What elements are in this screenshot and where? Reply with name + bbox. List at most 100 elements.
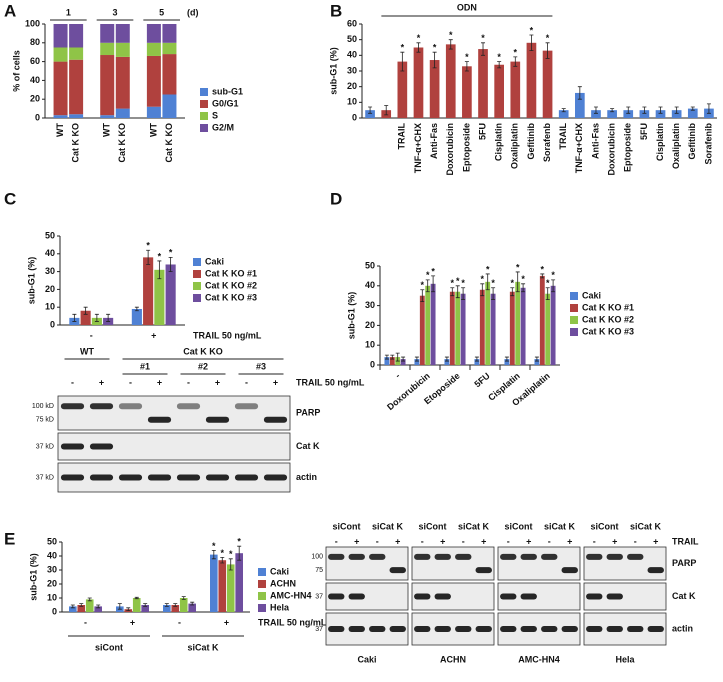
- bar-segment: [115, 24, 130, 43]
- group-label: 3: [112, 7, 117, 17]
- blot-header: WT: [80, 346, 94, 356]
- bar: [414, 359, 420, 365]
- error-bar: [368, 106, 373, 114]
- bar-segment: [162, 24, 177, 43]
- y-axis-label: sub-G1 (%): [28, 553, 38, 601]
- lane-label: -: [548, 536, 551, 546]
- blot-band: [500, 553, 517, 560]
- blot-band: [561, 567, 578, 574]
- blot-band: [627, 553, 644, 560]
- x-tick-label: WT: [102, 123, 112, 137]
- y-tick-label: 60: [30, 56, 40, 66]
- significance-mark: *: [530, 25, 534, 35]
- bar-segment: [53, 47, 68, 62]
- y-tick-label: 50: [45, 230, 55, 240]
- bar: [639, 110, 650, 118]
- error-bar: [610, 108, 615, 113]
- blot-band: [455, 626, 472, 632]
- blot-panel: [57, 395, 291, 431]
- lane-label: +: [612, 536, 617, 546]
- bar: [165, 264, 176, 325]
- bar: [80, 310, 91, 325]
- error-bar: [515, 271, 520, 293]
- legend-swatch: [570, 304, 578, 312]
- significance-mark: *: [449, 30, 453, 40]
- bar: [591, 110, 601, 118]
- lane-label: -: [376, 536, 379, 546]
- blot-band: [414, 593, 431, 600]
- bar: [77, 605, 86, 612]
- x-tick-label: TRAIL: [558, 123, 568, 150]
- marker-label: 37: [315, 593, 323, 600]
- cell-line-label: Hela: [615, 654, 635, 664]
- x-tick-label: -: [84, 617, 87, 627]
- bar: [430, 283, 436, 365]
- significance-mark: *: [229, 549, 233, 559]
- bar: [365, 110, 375, 118]
- error-bar: [70, 604, 75, 609]
- marker-label: 100 kD: [32, 403, 54, 410]
- bar: [510, 61, 521, 118]
- bar-segment: [115, 108, 130, 118]
- x-tick-label: Doxorubicin: [385, 371, 432, 412]
- error-bar: [211, 550, 216, 560]
- lane-label: -: [593, 536, 596, 546]
- x-tick-label: Eptoposide: [623, 123, 633, 172]
- y-tick-label: 20: [45, 284, 55, 294]
- legend-label: Hela: [270, 602, 290, 612]
- error-bar: [425, 279, 430, 293]
- marker-label: 75 kD: [36, 417, 54, 424]
- bar: [687, 108, 698, 118]
- row-label: Cat K: [296, 441, 320, 451]
- y-tick-label: 40: [365, 280, 375, 290]
- blot-band: [520, 593, 537, 600]
- blot-band: [369, 626, 386, 632]
- y-tick-label: 40: [47, 550, 57, 560]
- error-bar: [168, 256, 173, 272]
- error-bar: [513, 56, 518, 67]
- bar-segment: [162, 42, 177, 55]
- clone-label: #1: [140, 361, 150, 371]
- x-axis-label: TRAIL 50 ng/mL: [193, 330, 262, 340]
- condition-label: siCat K: [372, 521, 404, 531]
- error-bar: [690, 106, 695, 111]
- error-bar: [534, 356, 539, 362]
- treatment-label: TRAIL: [672, 536, 699, 546]
- blot-band: [586, 593, 603, 600]
- legend-label: Cat K KO #3: [582, 326, 634, 336]
- significance-mark: *: [546, 278, 550, 288]
- error-bar: [593, 106, 598, 114]
- bar: [623, 110, 634, 118]
- lane-label: +: [567, 536, 572, 546]
- bar: [143, 257, 154, 325]
- blot-band: [263, 416, 288, 423]
- significance-mark: *: [511, 278, 515, 288]
- blot-band: [541, 626, 558, 632]
- lane-label: +: [157, 377, 162, 387]
- y-axis-label: % of cells: [11, 50, 21, 92]
- bar: [515, 281, 521, 365]
- bar-segment: [162, 54, 177, 95]
- blot-band: [234, 474, 259, 481]
- significance-mark: *: [146, 241, 150, 251]
- error-bar: [395, 352, 400, 362]
- blot-band: [263, 474, 288, 481]
- error-bar: [481, 42, 486, 56]
- bar: [218, 560, 227, 612]
- bar: [425, 285, 431, 365]
- clone-label: #3: [256, 361, 266, 371]
- bar: [526, 42, 537, 118]
- row-label: PARP: [672, 558, 696, 568]
- y-tick-label: 0: [35, 112, 40, 122]
- y-tick-label: 40: [347, 50, 357, 60]
- legend-swatch: [200, 100, 208, 108]
- bar: [534, 359, 540, 365]
- y-tick-label: 0: [52, 606, 57, 616]
- error-bar: [220, 557, 225, 564]
- significance-mark: *: [456, 276, 460, 286]
- error-bar: [384, 105, 389, 116]
- error-bar: [480, 283, 485, 297]
- x-tick-label: Doxorubicin: [445, 123, 455, 176]
- error-bar: [461, 287, 466, 301]
- bar: [429, 60, 440, 118]
